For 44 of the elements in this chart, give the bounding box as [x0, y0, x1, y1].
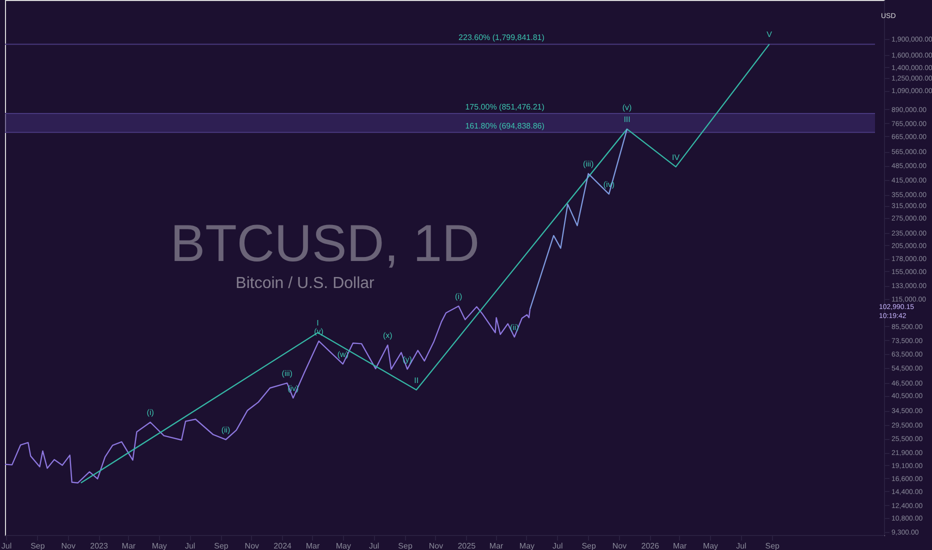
x-tick-label: Jul [368, 542, 380, 550]
ref-line-label: 175.00% (851,476.21) [465, 102, 545, 112]
annotation: V [766, 30, 773, 40]
annotation: (i) [455, 292, 462, 302]
annotation: II [414, 376, 419, 385]
x-tick-label: Sep [765, 542, 780, 550]
x-tick-label: Mar [672, 542, 688, 550]
x-tick-label: Sep [214, 542, 229, 550]
annotation: (v) [622, 103, 632, 112]
x-tick-label: May [519, 542, 535, 550]
annotation: III [624, 115, 630, 124]
x-tick-label: Sep [398, 542, 413, 550]
annotation: (i) [146, 408, 154, 418]
annotation: (ii) [221, 426, 231, 435]
x-tick-label: Jul [736, 542, 747, 550]
annotation: (ii) [510, 322, 520, 332]
x-tick-label: May [152, 542, 167, 550]
x-tick-label: 2025 [458, 542, 476, 550]
x-tick-label: May [336, 542, 351, 550]
x-tick-label: Sep [582, 542, 596, 550]
x-tick-label: Jul [552, 542, 563, 550]
x-tick-label: 2026 [641, 542, 660, 550]
ref-line-label: 161.80% (694,838.86) [465, 121, 545, 130]
x-tick-label: Mar [306, 542, 320, 550]
text: BTCUSD, 1D [170, 215, 480, 273]
x-tick-label: Nov [244, 542, 260, 550]
x-tick-label: Sep [30, 542, 46, 550]
annotation: I [316, 318, 319, 328]
x-tick-label: Nov [612, 542, 627, 550]
x-tick-label: Nov [428, 542, 444, 550]
x-tick-label: Nov [61, 542, 76, 550]
x-tick-label: Jul [184, 542, 196, 550]
annotation: (iii) [282, 369, 293, 378]
x-tick-label: 2024 [274, 542, 292, 550]
annotation: (iii) [582, 160, 594, 169]
text: Bitcoin / U.S. Dollar [236, 275, 376, 292]
x-tick-label: 2023 [90, 542, 108, 550]
annotation: (x) [383, 331, 393, 340]
x-tick-label: Mar [489, 542, 504, 550]
x-tick-label: Jul [1, 542, 12, 550]
x-tick-label: May [702, 542, 718, 550]
annotation: IV [672, 152, 680, 162]
x-tick-label: Mar [122, 542, 136, 550]
ref-line-label: 223.60% (1,799,841.81) [458, 33, 545, 42]
